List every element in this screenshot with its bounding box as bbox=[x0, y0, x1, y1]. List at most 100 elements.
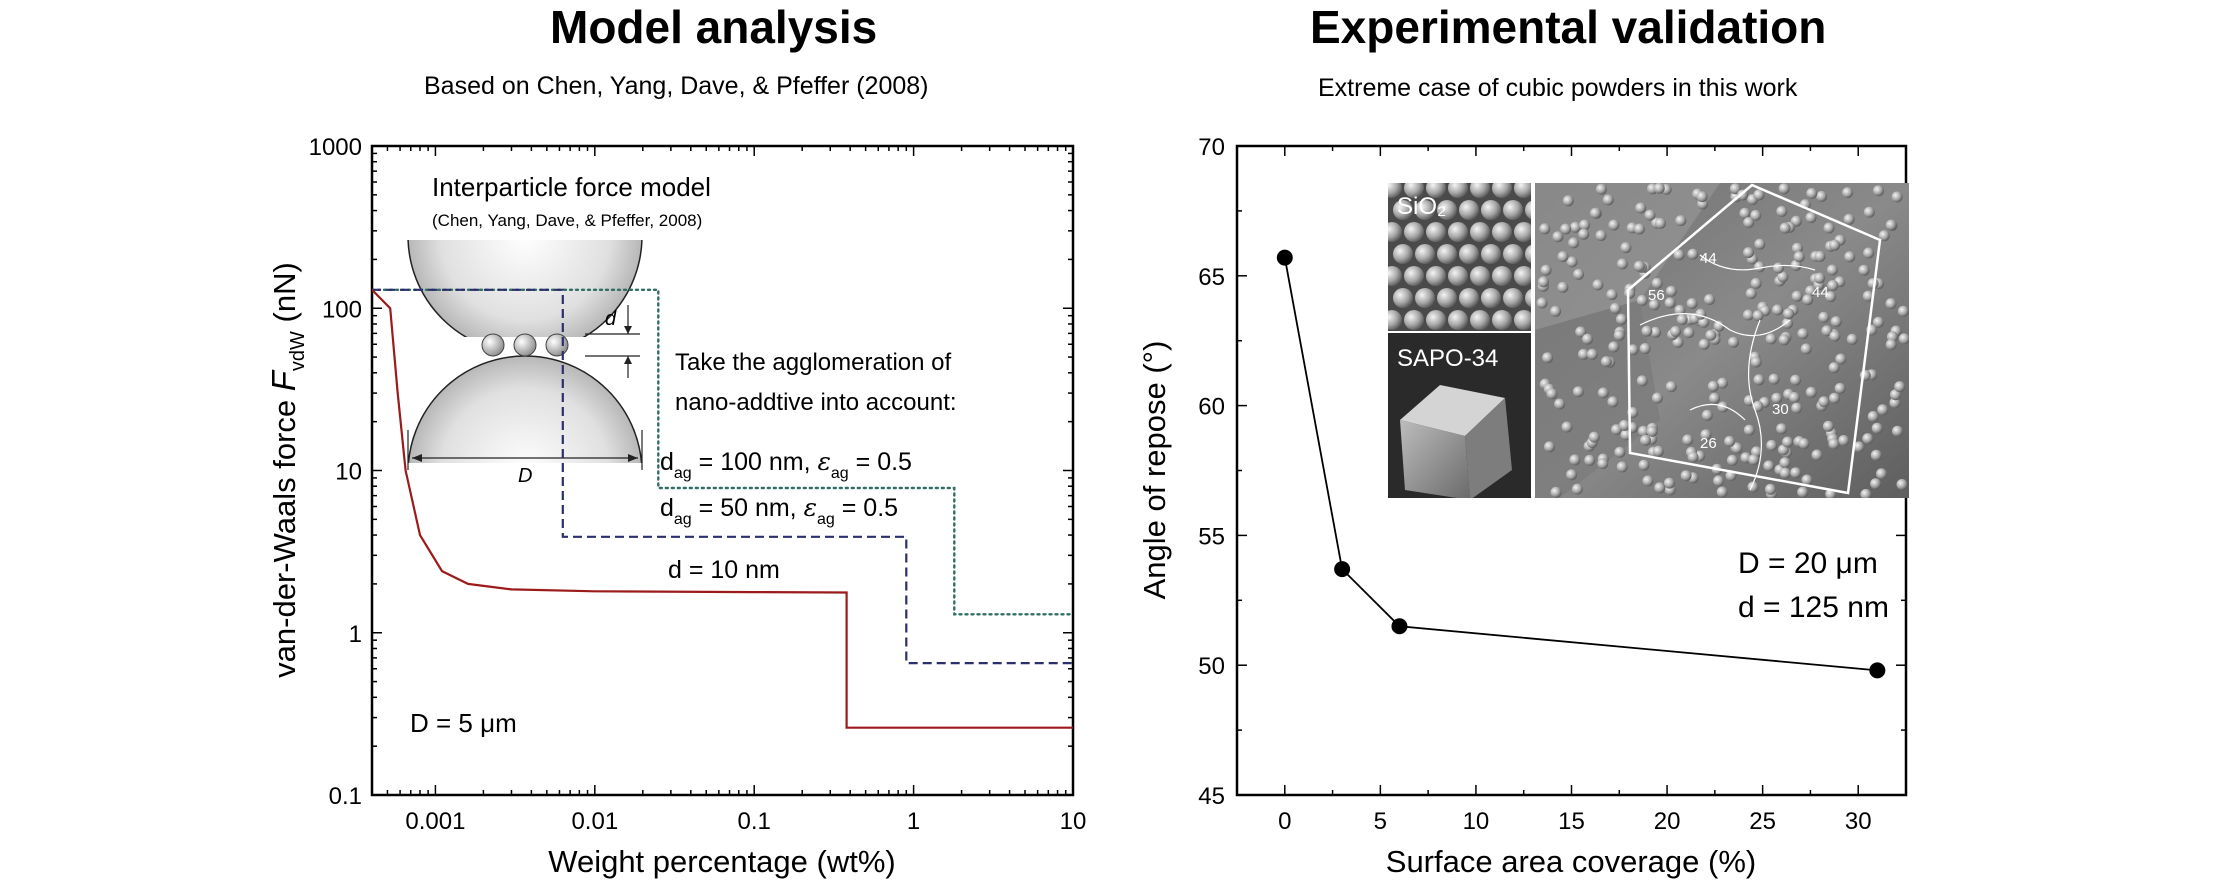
left-ylabel-main: van-der-Waals force bbox=[267, 391, 302, 678]
sem-particle bbox=[1566, 256, 1578, 268]
sio2-particle bbox=[1437, 244, 1457, 264]
sem-particle bbox=[1805, 285, 1817, 297]
sem-particle bbox=[1571, 483, 1583, 495]
sem-particle bbox=[1771, 392, 1783, 404]
sem-particle bbox=[1858, 264, 1870, 276]
sio2-particle bbox=[1492, 266, 1512, 286]
sem-particle bbox=[1753, 189, 1765, 201]
sio2-particle bbox=[1514, 222, 1531, 242]
sio2-particle bbox=[1503, 288, 1523, 308]
sem-particle bbox=[1557, 251, 1569, 263]
sem-particle bbox=[1728, 336, 1739, 348]
sem-particle bbox=[1696, 191, 1708, 203]
sem-particle bbox=[1862, 433, 1874, 445]
sem-particle bbox=[1670, 325, 1682, 337]
sem-particle bbox=[1877, 404, 1889, 416]
sem-particle bbox=[1616, 258, 1628, 270]
left-ticks bbox=[371, 145, 1074, 796]
sem-particle bbox=[1853, 441, 1865, 453]
sem-particle bbox=[1698, 338, 1710, 350]
sem-particle bbox=[1687, 248, 1699, 260]
right-data-point bbox=[1276, 249, 1293, 266]
sem-particle bbox=[1701, 409, 1713, 421]
left-y-tick-label: 1 bbox=[349, 621, 362, 648]
sem-particle bbox=[1885, 339, 1897, 351]
sem-particle bbox=[1627, 344, 1639, 356]
sem-particle bbox=[1896, 479, 1908, 490]
right-x-tick-label: 15 bbox=[1558, 808, 1585, 835]
sem-particle bbox=[1606, 289, 1618, 301]
nano-particle-3 bbox=[545, 333, 569, 357]
sem-num-5: 26 bbox=[1700, 435, 1717, 452]
sem-particle bbox=[1823, 222, 1835, 234]
sem-particle bbox=[1568, 237, 1580, 249]
sio2-particle bbox=[1492, 222, 1512, 242]
right-y-tick-label: 45 bbox=[1198, 783, 1225, 810]
legend-dag50-a: d bbox=[660, 494, 674, 522]
sem-particle bbox=[1544, 441, 1555, 453]
left-ylabel-symbol: F bbox=[265, 369, 302, 391]
sem-particle bbox=[1788, 392, 1800, 403]
sio2-particle bbox=[1503, 200, 1523, 220]
sem-particle bbox=[1779, 222, 1791, 234]
sem-particle bbox=[1654, 482, 1666, 494]
sem-num-2: 56 bbox=[1648, 287, 1665, 304]
right-y-tick-label: 50 bbox=[1198, 653, 1225, 680]
sem-particle bbox=[1750, 356, 1762, 368]
sem-particle bbox=[1562, 195, 1574, 207]
right-data-point bbox=[1334, 561, 1351, 578]
sem-particle bbox=[1745, 288, 1757, 299]
right-y-tick-label: 70 bbox=[1198, 134, 1225, 161]
right-ticks bbox=[1236, 145, 1907, 796]
sem-particle bbox=[1800, 343, 1812, 355]
sio2-particle bbox=[1404, 266, 1424, 286]
sio2-particle bbox=[1448, 183, 1468, 198]
sem-particle bbox=[1776, 423, 1788, 435]
sem-particle bbox=[1742, 309, 1754, 321]
right-y-tick-label: 65 bbox=[1198, 264, 1225, 291]
sem-particle bbox=[1578, 228, 1590, 240]
sem-highlight-frame bbox=[1626, 183, 1882, 495]
sio2-particle bbox=[1437, 288, 1457, 308]
sem-particle bbox=[1687, 451, 1699, 463]
sem-particle bbox=[1633, 260, 1645, 272]
sem-particle bbox=[1897, 305, 1909, 317]
sem-particle bbox=[1680, 470, 1692, 482]
sem-particle bbox=[1636, 375, 1648, 387]
sio2-particle bbox=[1525, 244, 1531, 264]
sem-inset: SiO₂ SAPO-34 44 56 44 30 26 bbox=[1388, 183, 1909, 498]
sem-particle bbox=[1716, 486, 1728, 498]
sem-particle bbox=[1616, 461, 1628, 473]
sem-particle bbox=[1773, 262, 1784, 274]
sio2-particle bbox=[1404, 222, 1424, 242]
left-y-axis-label: van-der-Waals force FvdW (nN) bbox=[265, 262, 309, 678]
right-y-tick-label: 55 bbox=[1198, 523, 1225, 550]
legend-dag100-csub: ag bbox=[831, 465, 849, 482]
sem-particle bbox=[1838, 435, 1850, 446]
sem-content bbox=[1535, 183, 1909, 498]
sio2-particle bbox=[1415, 288, 1435, 308]
legend-d10: d = 10 nm bbox=[668, 556, 780, 584]
sem-particle bbox=[1843, 213, 1855, 225]
sem-particle bbox=[1772, 304, 1783, 316]
sem-particle bbox=[1818, 396, 1830, 408]
sem-particle bbox=[1802, 294, 1814, 306]
sem-particle bbox=[1743, 247, 1754, 259]
sem-particle bbox=[1695, 308, 1707, 320]
sem-particle bbox=[1663, 477, 1675, 489]
sem-particle bbox=[1743, 424, 1755, 436]
sem-particle bbox=[1779, 457, 1791, 469]
sio2-particle bbox=[1470, 183, 1490, 198]
sem-particle bbox=[1717, 401, 1729, 413]
right-note-line2: d = 125 nm bbox=[1738, 591, 1889, 624]
sem-particle bbox=[1898, 333, 1909, 345]
sio2-particle bbox=[1470, 310, 1490, 330]
sem-particle bbox=[1885, 298, 1897, 310]
legend-dag100-d: = 0.5 bbox=[849, 448, 912, 476]
left-x-tick-label: 0.01 bbox=[571, 808, 618, 835]
inset-d-label: d bbox=[605, 308, 617, 330]
sem-particle bbox=[1566, 469, 1578, 481]
sem-particle bbox=[1826, 264, 1838, 276]
sio2-particle bbox=[1426, 266, 1446, 286]
